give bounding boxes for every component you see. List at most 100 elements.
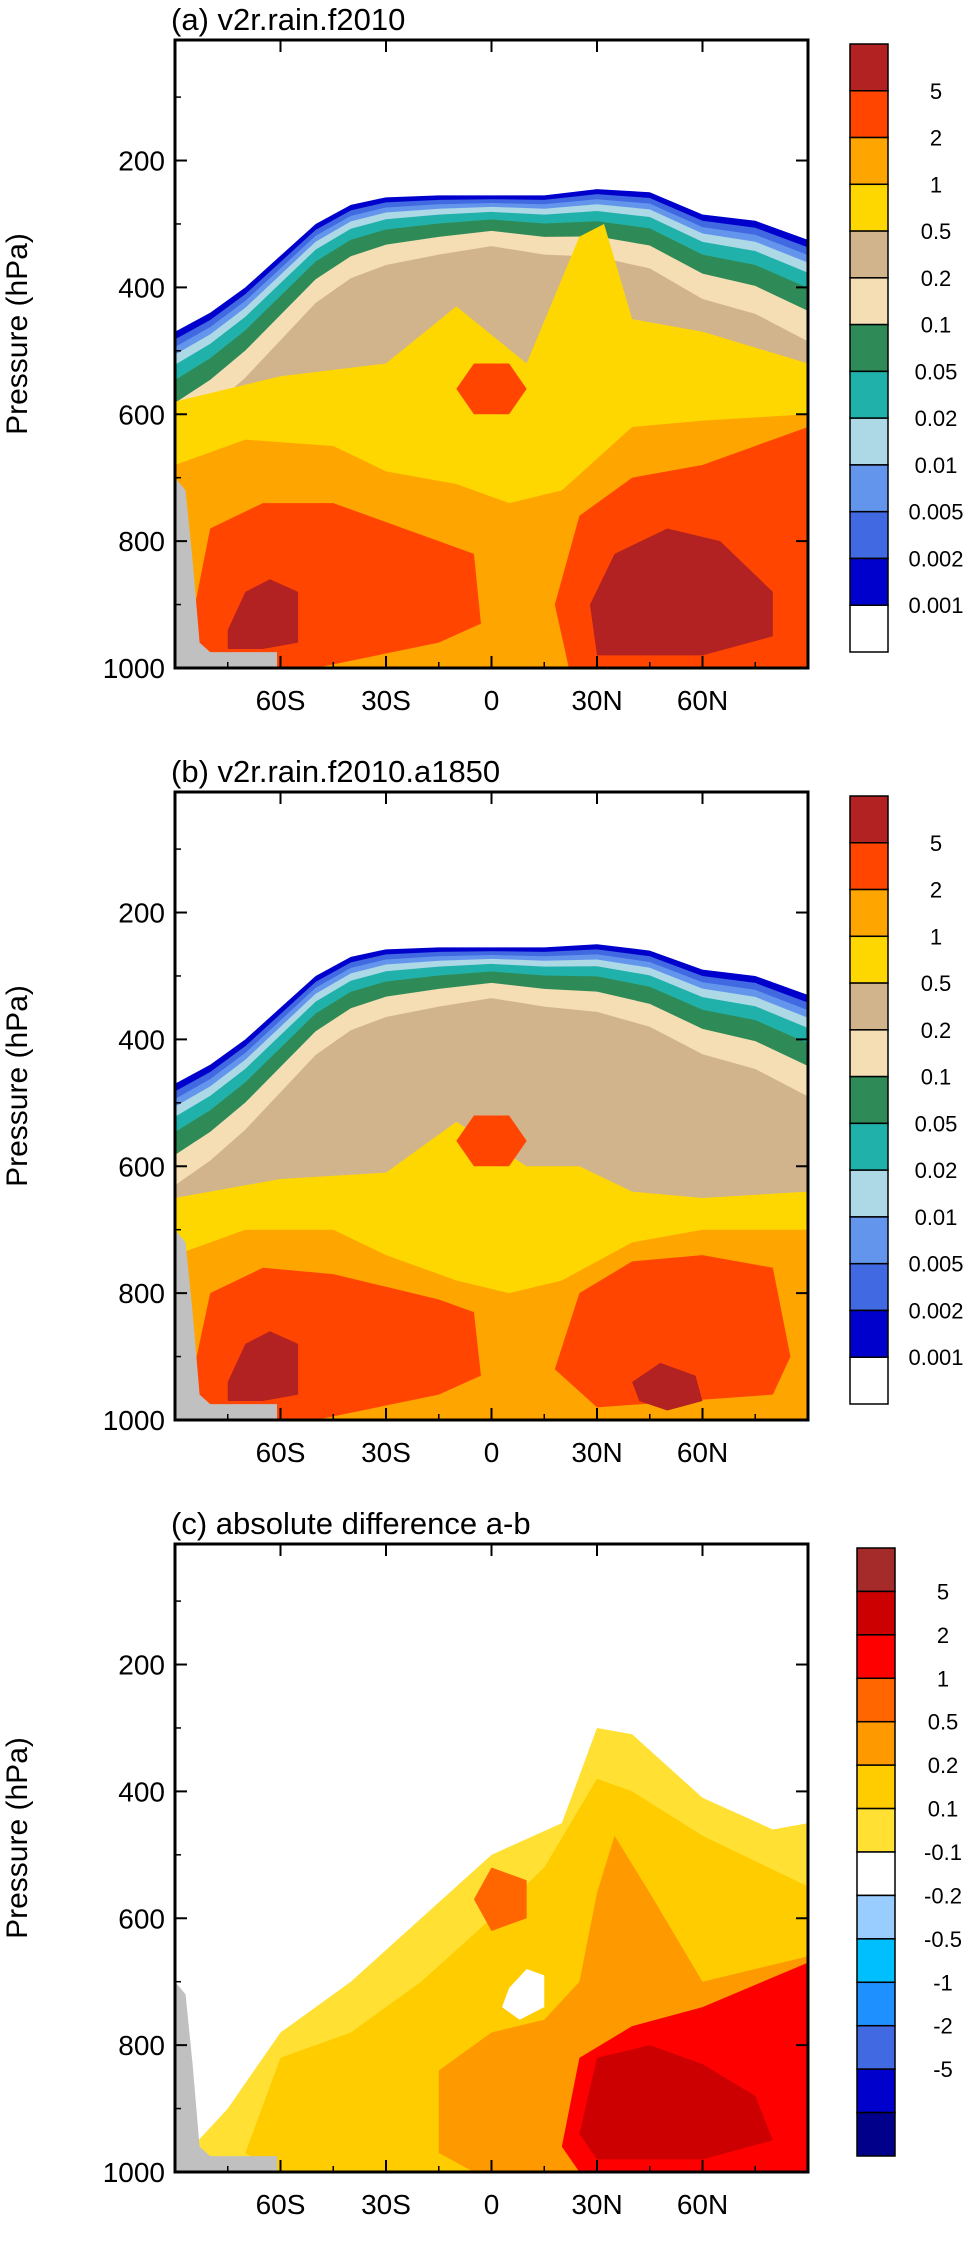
colorbar-box <box>849 1309 889 1358</box>
colorbar-box <box>849 1122 889 1171</box>
plot-area <box>175 792 808 1420</box>
y-tick-label: 800 <box>118 526 165 557</box>
contour-region-5 <box>227 1331 299 1401</box>
colorbar-box <box>856 1634 896 1680</box>
colorbar-label: -0.1 <box>924 1840 962 1865</box>
topography-mask <box>175 1229 277 1420</box>
x-tick-label: 0 <box>484 685 500 716</box>
colorbar-label: 0.1 <box>921 1065 952 1090</box>
colorbar-box <box>849 417 889 466</box>
colorbar-label: 0.02 <box>915 1158 958 1183</box>
colorbar-label: 0.05 <box>915 1111 958 1136</box>
panel-c: 200 400 600 800 1000 60S 30S 0 30N 60N (c) absolut… <box>1 1506 962 2220</box>
colorbar-box <box>849 90 889 139</box>
y-tick-label: 400 <box>118 272 165 303</box>
y-tick-label: 1000 <box>103 1405 165 1436</box>
contour-region-6 <box>502 1969 545 2020</box>
x-tick-label: 30S <box>361 1437 411 1468</box>
colorbar-box <box>849 557 889 606</box>
y-tick-label: 400 <box>118 1776 165 1807</box>
x-tick-label: 0 <box>484 2189 500 2220</box>
x-tick-label: 30N <box>571 685 622 716</box>
colorbar-label: 0.5 <box>928 1710 959 1735</box>
panel-title: (c) absolute difference a-b <box>171 1506 531 1541</box>
y-axis-label: Pressure (hPa) <box>1 233 34 435</box>
contour-region-3 <box>473 1867 527 1931</box>
contour-region-5 <box>227 579 299 649</box>
y-tick-label: 600 <box>118 1903 165 1934</box>
y-tick-label: 1000 <box>103 2157 165 2188</box>
colorbar-box <box>856 1851 896 1897</box>
colorbar-box <box>849 795 889 844</box>
colorbar-box <box>856 1677 896 1723</box>
colorbar-label: 0.001 <box>908 593 963 618</box>
colorbar-label: -5 <box>933 2057 953 2082</box>
y-axis-label: Pressure (hPa) <box>1 985 34 1187</box>
y-tick-label: 800 <box>118 2030 165 2061</box>
colorbar-label: 0.001 <box>908 1345 963 1370</box>
y-axis-label: Pressure (hPa) <box>1 1737 34 1939</box>
colorbar-box <box>856 1807 896 1853</box>
colorbar-label: 0.002 <box>908 546 963 571</box>
x-tick-label: 60N <box>677 1437 728 1468</box>
colorbar-label: 0.01 <box>915 1205 958 1230</box>
colorbar-box <box>849 1262 889 1312</box>
panel-a: 200 400 600 800 1000 60S 30S 0 30N 60N (a) v2r.rai… <box>1 2 964 716</box>
colorbar-label: 1 <box>930 924 942 949</box>
colorbar-box <box>856 1981 896 2027</box>
colorbar-box <box>849 510 889 560</box>
panel-title: (a) v2r.rain.f2010 <box>171 2 405 37</box>
colorbar-label: 0.01 <box>915 453 958 478</box>
colorbar-label: 5 <box>937 1579 949 1604</box>
y-tick-label: 200 <box>118 898 165 929</box>
colorbar-label: 5 <box>930 831 942 856</box>
x-tick-label: 30N <box>571 2189 622 2220</box>
colorbar-box <box>856 2068 896 2114</box>
colorbar-box <box>849 1029 889 1078</box>
colorbar-box <box>849 464 889 513</box>
colorbar-box <box>849 183 889 232</box>
colorbar-label: 0.2 <box>928 1753 959 1778</box>
colorbar-box <box>856 1938 896 1984</box>
contour-region-3 <box>554 1255 791 1408</box>
y-tick-label: 200 <box>118 1650 165 1681</box>
colorbar-box <box>856 1720 896 1766</box>
colorbar-box <box>849 842 889 891</box>
colorbar-label: -1 <box>933 1970 953 1995</box>
colorbar-label: 0.02 <box>915 406 958 431</box>
x-tick-label: 30N <box>571 1437 622 1468</box>
colorbar-box <box>849 604 889 653</box>
colorbar-box <box>856 1547 896 1593</box>
colorbar-label: 0.5 <box>921 219 952 244</box>
topography-mask <box>175 1981 277 2172</box>
colorbar: 5 2 1 0.5 0.2 0.1 -0.1 -0.2 -0.5 -1 -2 -5 <box>856 1547 962 2157</box>
colorbar-label: 2 <box>930 126 942 151</box>
colorbar-label: 0.005 <box>908 1252 963 1277</box>
y-tick-label: 600 <box>118 399 165 430</box>
colorbar-label: 1 <box>937 1666 949 1691</box>
colorbar-box <box>849 935 889 984</box>
colorbar: 5 2 1 0.5 0.2 0.1 0.05 0.02 0.01 0.005 0.002 0.001 <box>849 43 964 653</box>
colorbar-box <box>849 888 889 938</box>
colorbar-box <box>856 1764 896 1810</box>
x-tick-label: 0 <box>484 1437 500 1468</box>
colorbar-box <box>849 1356 889 1405</box>
colorbar-label: 0.2 <box>921 1018 952 1043</box>
colorbar-label: 0.002 <box>908 1298 963 1323</box>
x-tick-label: 60S <box>256 2189 306 2220</box>
colorbar-box <box>849 1169 889 1218</box>
colorbar-label: -0.5 <box>924 1927 962 1952</box>
colorbar-label: -0.2 <box>924 1883 962 1908</box>
colorbar-box <box>856 1590 896 1636</box>
x-tick-label: 60S <box>256 685 306 716</box>
x-tick-label: 30S <box>361 685 411 716</box>
topography-mask <box>175 477 277 668</box>
colorbar-label: 5 <box>930 79 942 104</box>
colorbar-label: -2 <box>933 2014 953 2039</box>
x-tick-label: 30S <box>361 2189 411 2220</box>
colorbar-box <box>849 1216 889 1265</box>
x-tick-label: 60S <box>256 1437 306 1468</box>
colorbar-label: 0.05 <box>915 359 958 384</box>
colorbar-box <box>849 43 889 92</box>
